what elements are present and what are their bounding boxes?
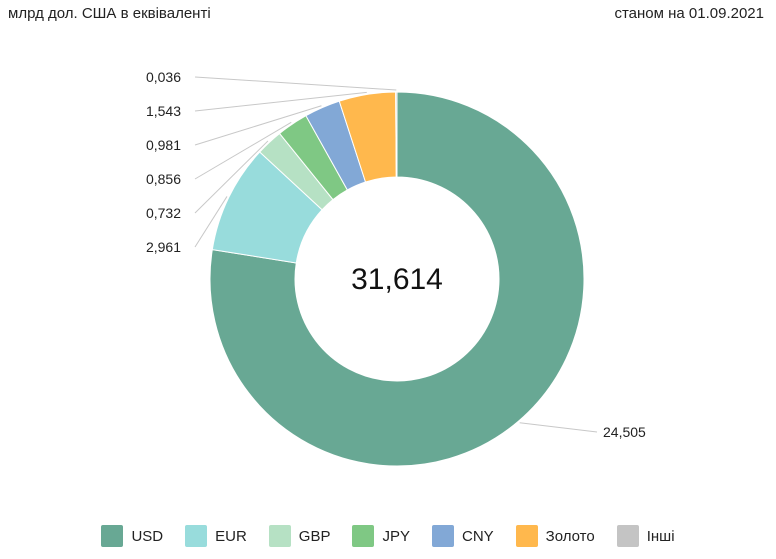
legend-swatch	[515, 525, 538, 547]
data-label-золото: 1,543	[146, 103, 181, 119]
legend-swatch	[101, 525, 124, 547]
leader-line-gbp	[194, 140, 269, 214]
legend-item-інші: Інші	[616, 525, 675, 547]
data-label-usd: 24,505	[603, 424, 646, 440]
slice-usd	[209, 91, 585, 467]
data-label-jpy: 0,856	[146, 171, 181, 187]
legend-label: CNY	[461, 527, 494, 545]
data-label-cny: 0,981	[146, 137, 181, 153]
legend-swatch	[616, 525, 639, 547]
as-of-date: станом на 01.09.2021	[614, 5, 764, 22]
slice-інші	[395, 91, 398, 178]
leader-line-usd	[519, 422, 598, 433]
legend-label: EUR	[215, 527, 247, 545]
legend-item-eur: EUR	[185, 525, 247, 547]
legend-item-jpy: JPY	[352, 525, 410, 547]
legend-swatch	[185, 525, 208, 547]
data-label-eur: 2,961	[146, 239, 181, 255]
leader-line-eur	[194, 196, 228, 248]
data-label-gbp: 0,732	[146, 205, 181, 221]
leader-line-cny	[194, 105, 322, 146]
legend-item-gbp: GBP	[268, 525, 331, 547]
legend-item-cny: CNY	[431, 525, 494, 547]
center-total: 31,614	[351, 263, 443, 296]
donut-chart: 24,505 2,961 0,732 0,856 0,981 1,543 0,036 31,6…	[146, 69, 646, 467]
unit-label: млрд дол. США в еквіваленті	[8, 5, 211, 22]
leader-line-золото	[194, 91, 367, 112]
legend-swatch	[268, 525, 291, 547]
legend-item-usd: USD	[101, 525, 163, 547]
leader-line-інші	[194, 76, 397, 91]
legend-swatch	[352, 525, 375, 547]
legend-label: Інші	[646, 527, 675, 545]
chart-legend: USD EUR GBP JPY CNY Золото Інші	[0, 525, 776, 547]
legend-swatch	[431, 525, 454, 547]
legend-label: JPY	[382, 527, 410, 545]
data-label-інші: 0,036	[146, 69, 181, 85]
legend-label: Золото	[545, 527, 595, 545]
legend-label: GBP	[298, 527, 331, 545]
leader-line-jpy	[194, 121, 292, 180]
legend-label: USD	[131, 527, 164, 545]
legend-item-золото: Золото	[515, 525, 595, 547]
